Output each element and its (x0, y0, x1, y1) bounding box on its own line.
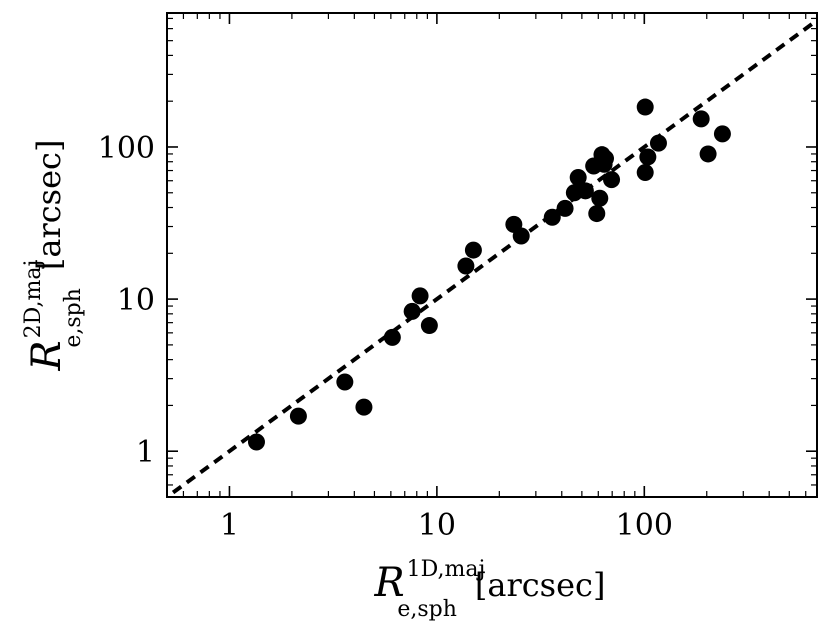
data-point-3 (336, 373, 354, 391)
axis-tick-labels: 1 10 100 1 10 100 (98, 131, 673, 543)
data-point-19 (588, 205, 606, 223)
x-tick-label: 1 (220, 508, 239, 543)
data-point-20 (591, 189, 609, 207)
data-points (247, 98, 731, 451)
x-axis-label: R1D,maj e,sph[arcsec] (374, 557, 606, 622)
data-point-5 (383, 328, 401, 346)
data-point-29 (692, 110, 710, 128)
y-tick-label: 100 (98, 131, 155, 166)
data-point-14 (556, 199, 574, 217)
y-axis-label: R2D,maj e,sph[arcsec] (21, 140, 86, 372)
reference-line (167, 17, 817, 497)
plot-background (167, 13, 817, 497)
data-point-6 (403, 302, 421, 320)
y-tick-label: 10 (117, 283, 155, 318)
y-tick-label: 1 (136, 435, 155, 470)
data-point-28 (649, 134, 667, 152)
data-point-27 (639, 148, 657, 166)
data-point-16 (569, 169, 587, 187)
data-point-12 (512, 227, 530, 245)
data-point-7 (411, 287, 429, 305)
data-point-8 (420, 317, 438, 335)
data-point-31 (713, 125, 731, 143)
data-point-13 (543, 208, 561, 226)
data-point-23 (595, 155, 613, 173)
data-point-4 (355, 398, 373, 416)
data-point-2 (289, 407, 307, 425)
data-point-9 (457, 257, 475, 275)
x-tick-label: 10 (418, 508, 456, 543)
data-point-24 (603, 171, 621, 189)
plot-frame (166, 12, 818, 498)
data-point-25 (636, 98, 654, 116)
data-point-10 (464, 241, 482, 259)
x-tick-label: 100 (616, 508, 673, 543)
data-point-17 (576, 182, 594, 200)
axis-ticks (166, 13, 817, 498)
data-point-30 (699, 145, 717, 163)
data-point-1 (247, 433, 265, 451)
data-point-26 (636, 163, 654, 181)
